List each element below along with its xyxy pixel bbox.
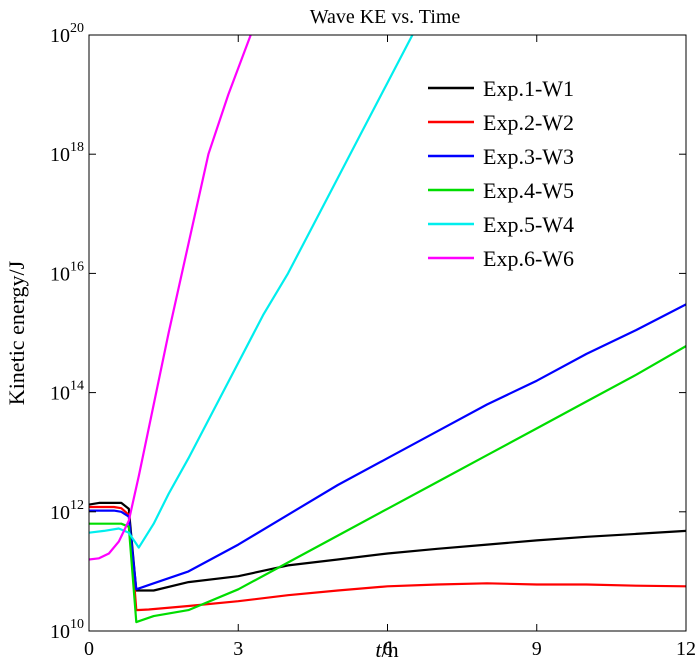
legend-label-6: Exp.6-W6 bbox=[483, 246, 574, 271]
legend-label-1: Exp.1-W1 bbox=[483, 76, 574, 101]
plot-frame bbox=[88, 34, 687, 632]
series-line-2 bbox=[89, 505, 686, 612]
y-axis-label: Kinetic energy/J bbox=[4, 260, 29, 405]
legend-label-4: Exp.4-W5 bbox=[483, 178, 574, 203]
series-line-6 bbox=[89, 35, 252, 561]
y-tick-label: 1012 bbox=[50, 498, 84, 524]
tick-layer: 0 3 6 9 12 1010 1012 1014 1016 1018 1020 bbox=[50, 21, 696, 660]
series-line-1 bbox=[89, 501, 686, 592]
x-tick-label: 6 bbox=[383, 638, 393, 660]
x-axis-label: t/h bbox=[375, 637, 398, 662]
legend-label-5: Exp.5-W4 bbox=[483, 212, 574, 237]
series-line-5 bbox=[89, 35, 414, 549]
x-axis-label-rest: /h bbox=[382, 637, 399, 662]
legend-label-2: Exp.2-W2 bbox=[483, 110, 574, 135]
y-tick-label: 1020 bbox=[50, 21, 84, 47]
series-line-3 bbox=[89, 303, 686, 591]
y-tick-label: 1018 bbox=[50, 140, 84, 166]
y-tick-label: 1014 bbox=[50, 379, 84, 405]
y-tick-label: 1010 bbox=[50, 617, 84, 643]
x-tick-label: 9 bbox=[532, 638, 542, 660]
x-tick-label: 12 bbox=[676, 638, 696, 660]
chart-title: Wave KE vs. Time bbox=[310, 6, 461, 28]
legend-label-3: Exp.3-W3 bbox=[483, 144, 574, 169]
series-layer bbox=[89, 35, 686, 624]
series-line-4 bbox=[89, 345, 686, 624]
x-axis-label-italic: t bbox=[375, 637, 382, 662]
y-tick-label: 1016 bbox=[50, 259, 84, 285]
x-tick-label: 3 bbox=[233, 638, 243, 660]
x-tick-label: 0 bbox=[84, 638, 94, 660]
legend: Exp.1-W1 Exp.2-W2 Exp.3-W3 Exp.4-W5 Exp.5-W4… bbox=[428, 76, 574, 271]
